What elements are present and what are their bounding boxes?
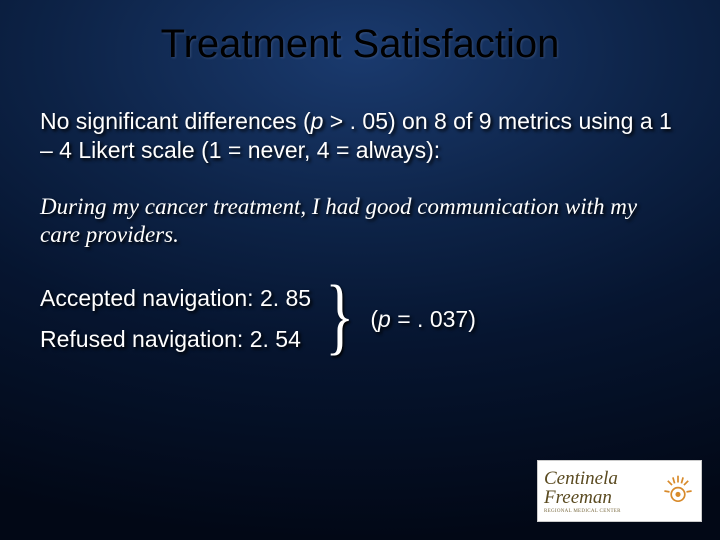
logo-line1: Centinela [544, 469, 621, 488]
logo-subtitle: REGIONAL MEDICAL CENTER [544, 509, 621, 514]
logo-line2: Freeman [544, 488, 621, 507]
footer-logo: Centinela Freeman REGIONAL MEDICAL CENTE… [537, 460, 702, 522]
slide-title: Treatment Satisfaction [0, 0, 720, 77]
p-value: (p = . 037) [370, 306, 476, 333]
slide: Treatment Satisfaction No significant di… [0, 0, 720, 540]
refused-value: 2. 54 [250, 326, 301, 352]
quote-paragraph: During my cancer treatment, I had good c… [40, 193, 680, 251]
stats-values: Accepted navigation: 2. 85 Refused navig… [40, 278, 311, 361]
logo-text: Centinela Freeman REGIONAL MEDICAL CENTE… [544, 469, 621, 514]
intro-pre: No significant differences ( [40, 108, 311, 134]
pval-pre: ( [370, 306, 378, 332]
refused-label: Refused navigation: [40, 326, 250, 352]
accepted-row: Accepted navigation: 2. 85 [40, 278, 311, 319]
intro-paragraph: No significant differences (p > . 05) on… [40, 107, 680, 165]
pval-post: = . 037) [391, 306, 476, 332]
brace-icon: } [325, 281, 354, 350]
p-symbol-1: p [311, 108, 324, 134]
accepted-label: Accepted navigation: [40, 285, 260, 311]
stats-block: Accepted navigation: 2. 85 Refused navig… [40, 278, 680, 361]
refused-row: Refused navigation: 2. 54 [40, 319, 311, 360]
sun-icon [661, 474, 695, 508]
accepted-value: 2. 85 [260, 285, 311, 311]
slide-body: No significant differences (p > . 05) on… [0, 77, 720, 361]
p-symbol-2: p [378, 306, 391, 332]
